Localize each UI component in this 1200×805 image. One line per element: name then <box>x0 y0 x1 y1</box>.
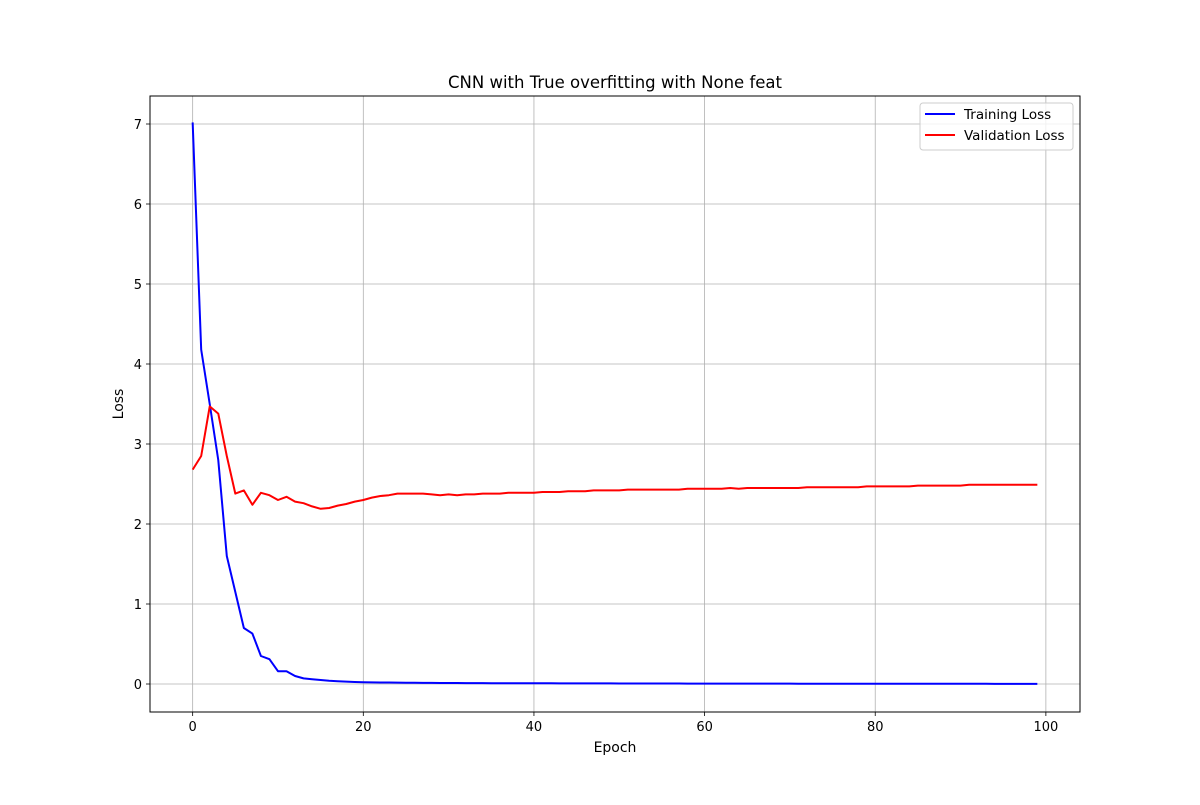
y-tick-label: 2 <box>134 518 142 533</box>
x-tick-label: 60 <box>696 720 713 735</box>
y-axis-label: Loss <box>111 389 127 420</box>
y-tick-label: 6 <box>134 198 142 213</box>
legend-label-validation-loss: Validation Loss <box>964 128 1065 144</box>
y-tick-label: 0 <box>134 678 142 693</box>
chart-title: CNN with True overfitting with None feat <box>448 73 782 92</box>
plot-frame <box>149 95 1081 713</box>
x-tick-label: 0 <box>189 720 197 735</box>
x-tick-label: 80 <box>867 720 884 735</box>
legend-label-training-loss: Training Loss <box>963 107 1051 123</box>
x-axis-label: Epoch <box>594 740 637 756</box>
x-tick-label: 100 <box>1033 720 1058 735</box>
x-tick-label: 40 <box>526 720 543 735</box>
y-tick-label: 4 <box>134 358 142 373</box>
legend: Training Loss Validation Loss <box>919 102 1074 151</box>
y-tick-label: 7 <box>134 118 142 133</box>
legend-box <box>919 102 1074 151</box>
series-line-training-loss <box>191 122 1038 685</box>
y-tick-label: 1 <box>134 598 142 613</box>
grid <box>150 96 1080 712</box>
series-line-validation-loss <box>191 405 1038 510</box>
y-tick-label: 5 <box>134 278 142 293</box>
x-tick-label: 20 <box>355 720 372 735</box>
y-tick-label: 3 <box>134 438 142 453</box>
axis-ticks: 0 20 40 60 80 100 0 1 2 3 4 5 6 7 <box>134 118 1059 735</box>
plot-lines <box>191 122 1038 685</box>
